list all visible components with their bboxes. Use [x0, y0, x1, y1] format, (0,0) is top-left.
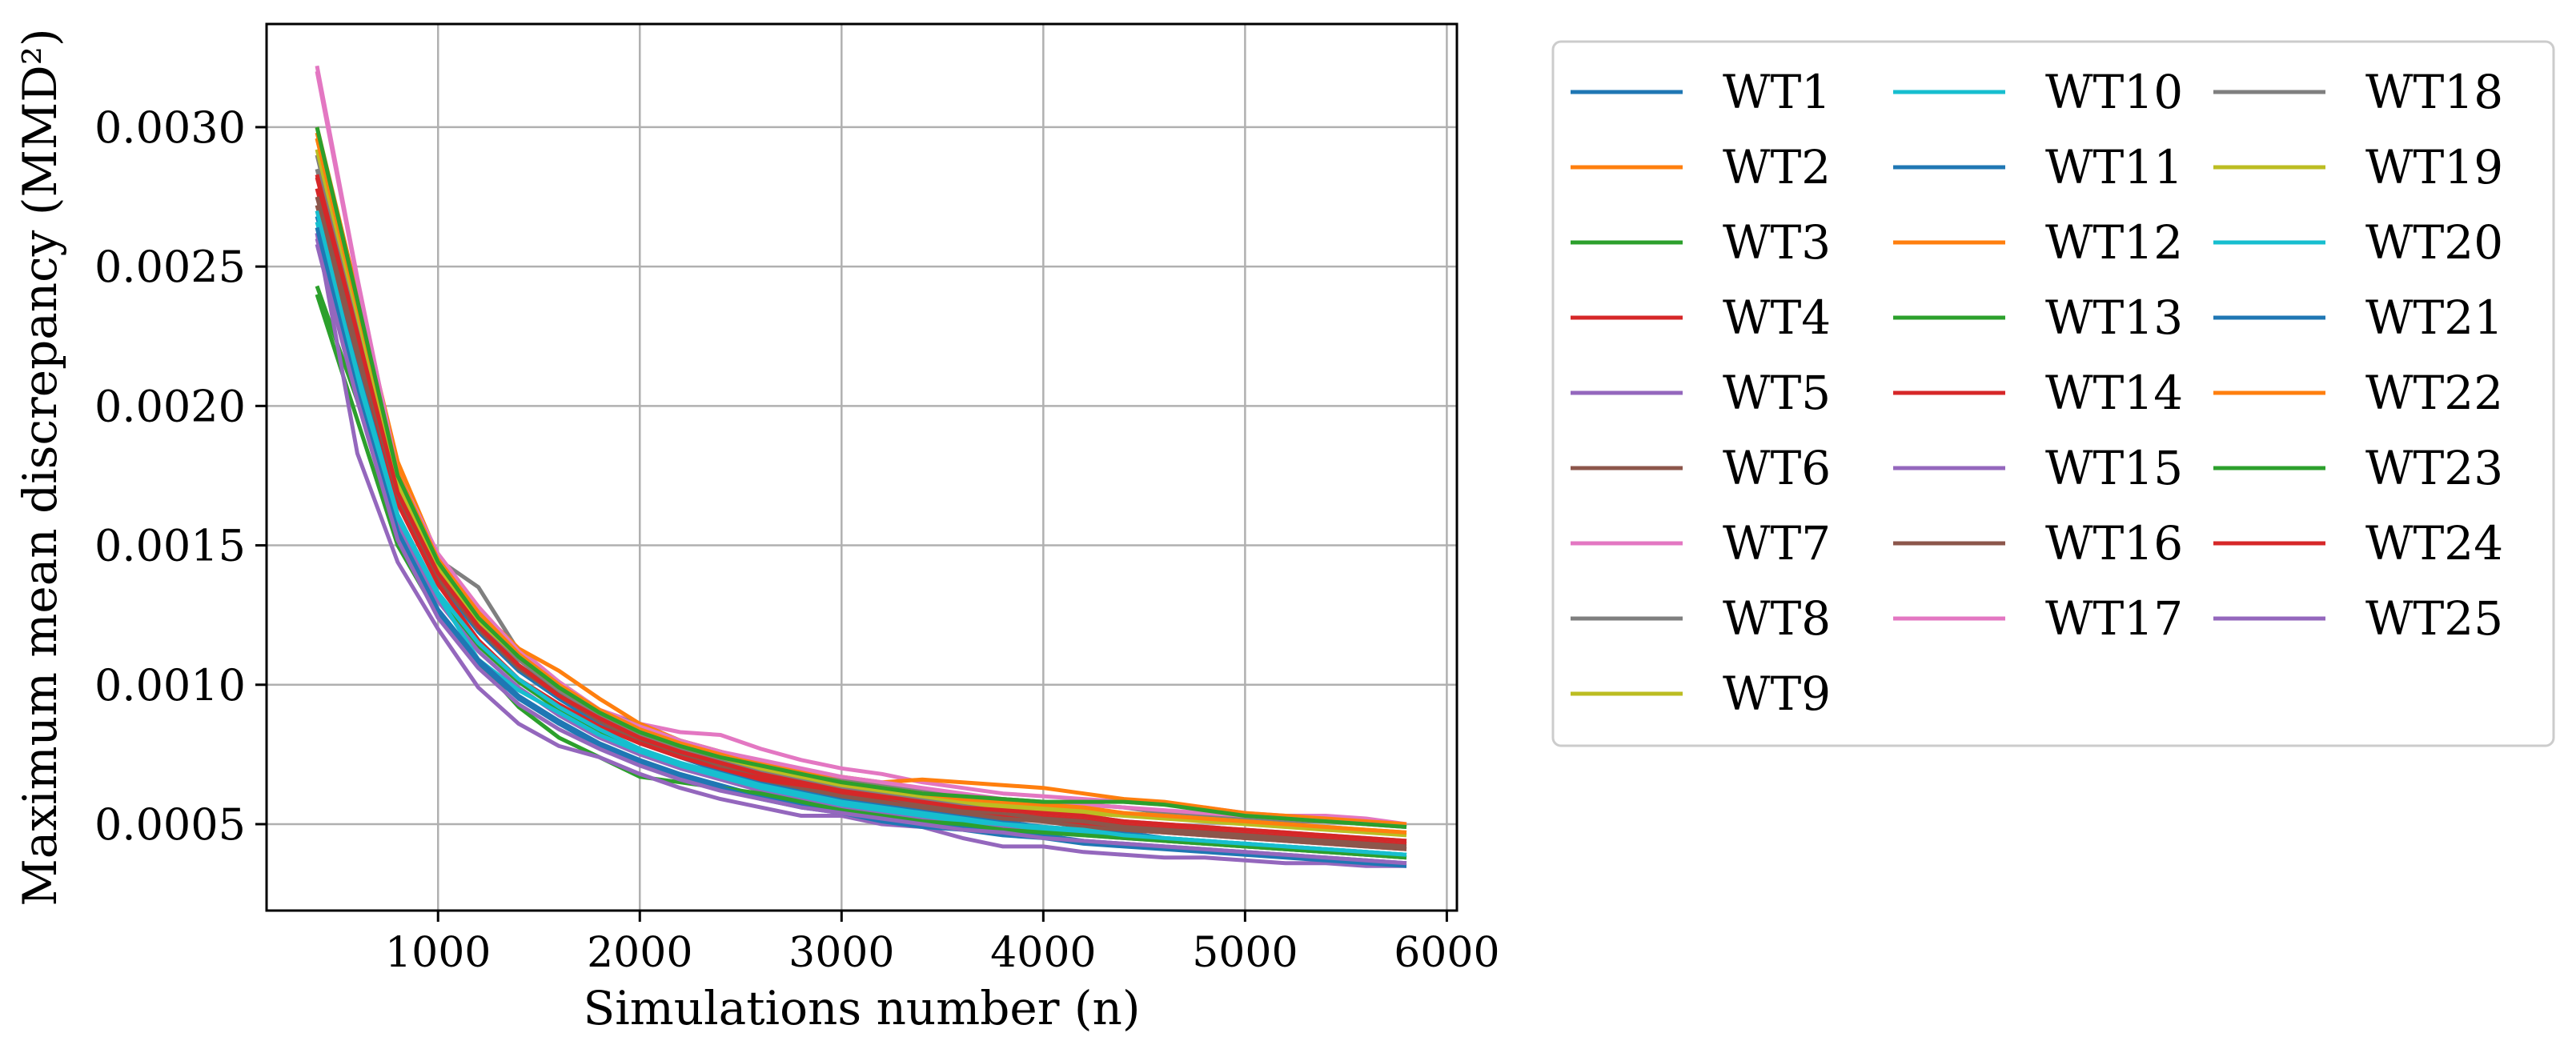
series-line-wt23	[315, 126, 1407, 829]
legend-label-wt8: WT8	[1723, 591, 1831, 646]
series-line-wt8	[315, 154, 1407, 829]
y-tick-label: 0.0010	[94, 660, 246, 711]
series-line-wt25	[315, 243, 1407, 866]
legend-label-wt1: WT1	[1723, 65, 1831, 119]
series-line-wt20	[315, 221, 1407, 857]
legend-box	[1551, 40, 2555, 747]
x-tick-label: 3000	[788, 929, 894, 977]
x-tick-label: 4000	[990, 929, 1096, 977]
legend-label-wt7: WT7	[1723, 516, 1831, 571]
legend-label-wt18: WT18	[2365, 65, 2503, 119]
legend-label-wt11: WT11	[2045, 140, 2183, 194]
legend-label-wt9: WT9	[1723, 667, 1831, 721]
plot-frame	[265, 22, 1459, 912]
plot-series-lines	[315, 65, 1407, 868]
x-tick-label: 6000	[1394, 929, 1499, 977]
legend-label-wt13: WT13	[2045, 290, 2183, 345]
legend-label-wt15: WT15	[2045, 441, 2183, 495]
series-line-wt15	[315, 232, 1406, 868]
legend-label-wt4: WT4	[1723, 290, 1831, 345]
x-tick-label: 1000	[385, 929, 491, 977]
x-tick-label: 2000	[587, 929, 692, 977]
legend: WT1 WT2 WT3 WT4 WT5 WT6 WT7 WT8 WT9 WT10 WT11 WT12 W…	[1551, 40, 2555, 747]
y-axis-label: Maximum mean discrepancy (MMD²)	[13, 28, 67, 906]
legend-label-wt17: WT17	[2045, 591, 2183, 646]
legend-label-wt14: WT14	[2045, 366, 2183, 420]
series-line-wt24	[315, 174, 1407, 843]
legend-label-wt24: WT24	[2365, 516, 2503, 571]
y-tick-label: 0.0030	[94, 102, 246, 153]
y-tick-label: 0.0015	[94, 521, 246, 571]
legend-label-wt19: WT19	[2365, 140, 2503, 194]
y-tick-label: 0.0005	[94, 799, 246, 850]
legend-label-wt5: WT5	[1723, 366, 1831, 420]
legend-label-wt10: WT10	[2045, 65, 2183, 119]
y-tick-label: 0.0020	[94, 381, 246, 431]
axis-ticks: 1000 2000 3000 4000 5000 6000 0.0005 0.0010 0.00…	[94, 102, 1500, 977]
legend-label-wt3: WT3	[1723, 215, 1831, 270]
x-axis-label: Simulations number (n)	[583, 981, 1140, 1035]
plot-gridlines	[267, 24, 1457, 911]
legend-label-wt6: WT6	[1723, 441, 1831, 495]
legend-label-wt20: WT20	[2365, 215, 2503, 270]
legend-label-wt16: WT16	[2045, 516, 2183, 571]
legend-label-wt2: WT2	[1723, 140, 1831, 194]
legend-label-wt12: WT12	[2045, 215, 2183, 270]
series-line-wt6	[315, 204, 1407, 851]
legend-label-wt25: WT25	[2365, 591, 2503, 646]
x-tick-label: 5000	[1192, 929, 1298, 977]
y-tick-label: 0.0025	[94, 242, 246, 292]
legend-label-wt21: WT21	[2365, 290, 2503, 345]
legend-label-wt22: WT22	[2365, 366, 2503, 420]
legend-label-wt23: WT23	[2365, 441, 2503, 495]
